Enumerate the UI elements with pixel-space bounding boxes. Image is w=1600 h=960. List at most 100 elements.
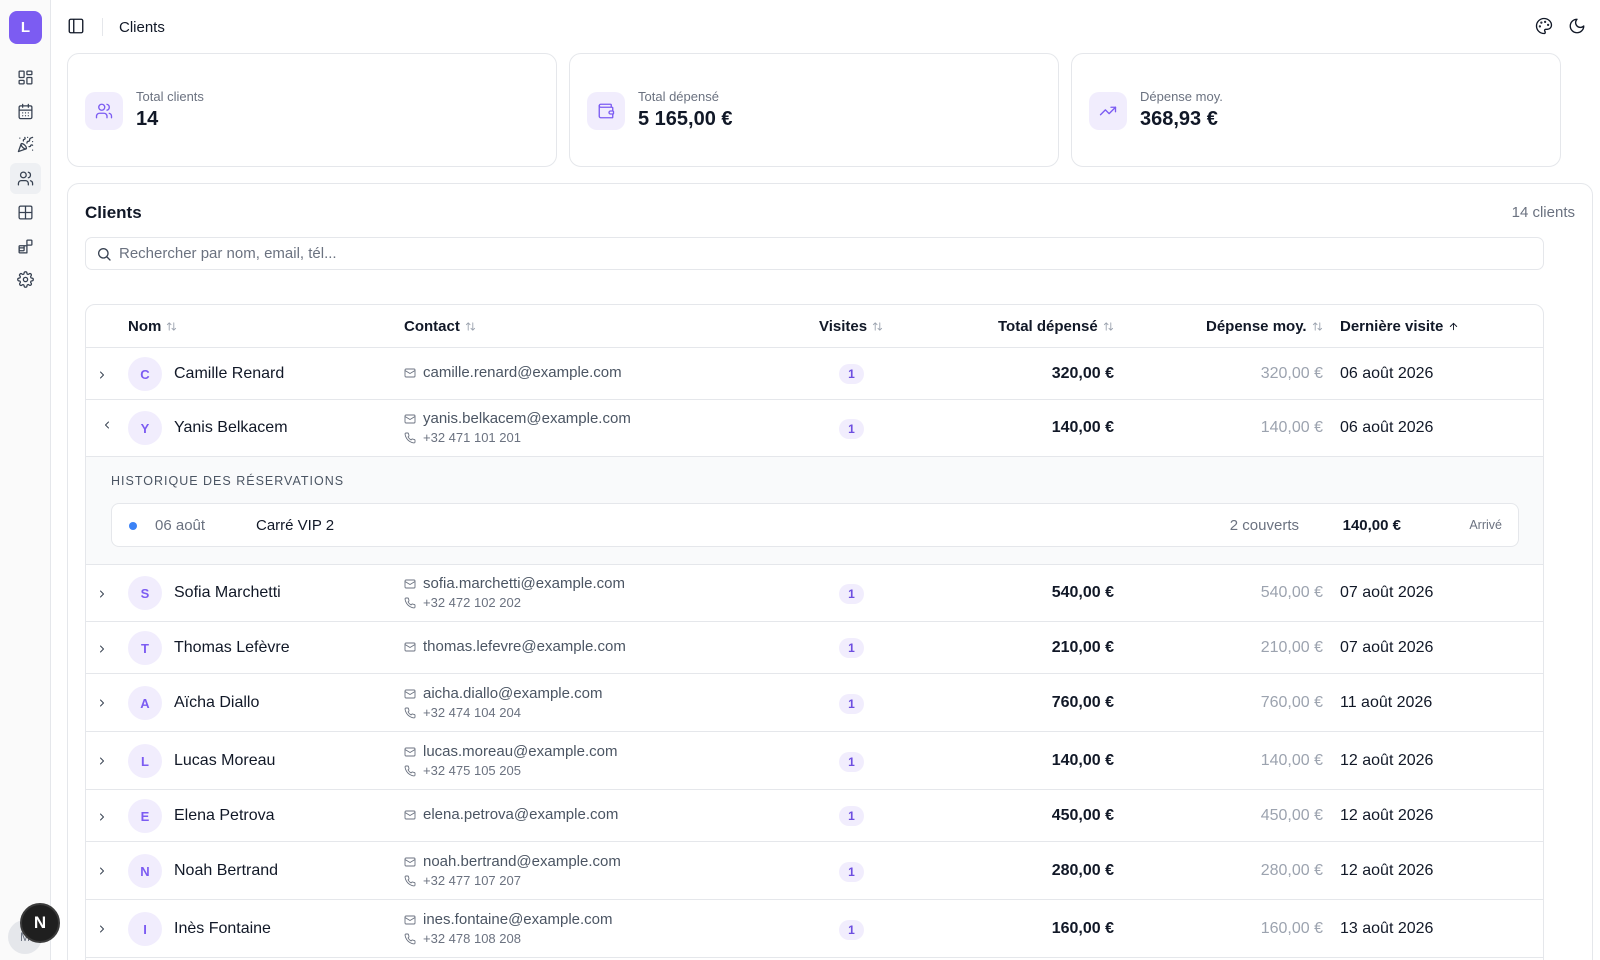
stat-card-avg-spent: Dépense moy. 368,93 € xyxy=(1071,53,1561,167)
reservation-status: Arrivé xyxy=(1469,518,1502,532)
table-row[interactable]: E Elena Petrova elena.petrova@example.co… xyxy=(86,790,1543,842)
expand-row-button[interactable] xyxy=(96,754,108,766)
app-logo[interactable]: L xyxy=(9,11,42,44)
col-header-contact[interactable]: Contact xyxy=(404,318,476,335)
table-row[interactable]: I Inès Fontaine ines.fontaine@example.co… xyxy=(86,900,1543,958)
reservation-history: HISTORIQUE DES RÉSERVATIONS 06 août Carr… xyxy=(86,457,1543,565)
mail-icon xyxy=(404,915,416,924)
col-header-last-visit[interactable]: Dernière visite xyxy=(1340,318,1459,335)
table-row[interactable]: A Aïcha Diallo aicha.diallo@example.com … xyxy=(86,674,1543,732)
client-email[interactable]: aicha.diallo@example.com xyxy=(423,685,603,702)
clients-panel: Clients 14 clients Nom Contact Visites T… xyxy=(67,183,1593,960)
avg-spent: 280,00 € xyxy=(1260,862,1323,879)
table-row[interactable]: L Lucas Moreau lucas.moreau@example.com … xyxy=(86,732,1543,790)
col-header-label: Visites xyxy=(819,318,868,335)
table-row[interactable]: T Thomas Lefèvre thomas.lefevre@example.… xyxy=(86,622,1543,674)
chevron-right-icon xyxy=(100,757,104,765)
avg-spent: 450,00 € xyxy=(1260,807,1323,824)
nav-tables[interactable] xyxy=(10,197,41,228)
theme-palette-button[interactable] xyxy=(1535,17,1555,37)
nav-widgets[interactable] xyxy=(10,231,41,262)
client-phone[interactable]: +32 478 108 208 xyxy=(423,931,521,946)
client-name: Lucas Moreau xyxy=(174,752,276,769)
mail-icon xyxy=(404,810,416,819)
expand-row-button[interactable] xyxy=(96,368,108,380)
expand-row-button[interactable] xyxy=(96,922,108,934)
visits-badge: 1 xyxy=(839,584,864,604)
client-email[interactable]: ines.fontaine@example.com xyxy=(423,911,613,928)
search-box xyxy=(85,237,1544,270)
client-phone[interactable]: +32 475 105 205 xyxy=(423,763,521,778)
client-contact: ines.fontaine@example.com +32 478 108 20… xyxy=(404,911,613,946)
sidebar-toggle-button[interactable] xyxy=(67,17,87,37)
total-spent: 140,00 € xyxy=(1051,752,1114,769)
dashboard-icon xyxy=(18,70,33,85)
widgets-icon xyxy=(18,239,33,254)
dark-mode-toggle[interactable] xyxy=(1568,17,1588,37)
table-row[interactable]: N Noah Bertrand noah.bertrand@example.co… xyxy=(86,842,1543,900)
client-name: Sofia Marchetti xyxy=(174,584,281,601)
expand-row-button[interactable] xyxy=(96,696,108,708)
nav-events[interactable] xyxy=(10,129,41,160)
col-header-name[interactable]: Nom xyxy=(128,318,177,335)
client-email[interactable]: sofia.marchetti@example.com xyxy=(423,575,625,592)
stat-value: 368,93 € xyxy=(1140,108,1218,130)
client-contact: elena.petrova@example.com xyxy=(404,806,618,823)
last-visit: 12 août 2026 xyxy=(1340,807,1434,824)
col-header-visits[interactable]: Visites xyxy=(819,318,883,335)
users-icon xyxy=(95,103,113,119)
client-phone[interactable]: +32 472 102 202 xyxy=(423,595,521,610)
nav-dashboard[interactable] xyxy=(10,62,41,93)
chevron-right-icon xyxy=(100,699,104,707)
client-email[interactable]: lucas.moreau@example.com xyxy=(423,743,618,760)
client-contact: camille.renard@example.com xyxy=(404,364,622,381)
avatar: Y xyxy=(128,411,162,445)
col-header-label: Dernière visite xyxy=(1340,318,1444,335)
stat-card-total-spent: Total dépensé 5 165,00 € xyxy=(569,53,1059,167)
visits-badge: 1 xyxy=(839,920,864,940)
col-header-avg[interactable]: Dépense moy. xyxy=(1206,318,1323,335)
expand-row-button[interactable] xyxy=(96,864,108,876)
moon-icon xyxy=(1569,18,1585,34)
expand-row-button[interactable] xyxy=(96,642,108,654)
table-row[interactable]: S Sofia Marchetti sofia.marchetti@exampl… xyxy=(86,565,1543,622)
search-input[interactable] xyxy=(119,238,1519,269)
client-phone[interactable]: +32 471 101 201 xyxy=(423,430,521,445)
col-header-total[interactable]: Total dépensé xyxy=(998,318,1114,335)
total-spent: 760,00 € xyxy=(1051,694,1114,711)
client-email[interactable]: yanis.belkacem@example.com xyxy=(423,410,631,427)
client-email[interactable]: thomas.lefevre@example.com xyxy=(423,638,626,655)
visits-badge: 1 xyxy=(839,694,864,714)
search-icon xyxy=(98,248,111,261)
last-visit: 12 août 2026 xyxy=(1340,752,1434,769)
client-contact: thomas.lefevre@example.com xyxy=(404,638,626,655)
settings-icon xyxy=(17,271,34,288)
reservation-card[interactable]: 06 août Carré VIP 2 2 couverts 140,00 € … xyxy=(111,503,1519,547)
last-visit: 07 août 2026 xyxy=(1340,584,1434,601)
phone-icon xyxy=(404,707,416,718)
phone-icon xyxy=(404,765,416,776)
nav-calendar[interactable] xyxy=(10,96,41,127)
visits-badge: 1 xyxy=(839,638,864,658)
client-email[interactable]: camille.renard@example.com xyxy=(423,364,622,381)
table-row[interactable]: C Camille Renard camille.renard@example.… xyxy=(86,348,1543,400)
avg-spent: 160,00 € xyxy=(1260,920,1323,937)
table-row[interactable]: Y Yanis Belkacem yanis.belkacem@example.… xyxy=(86,400,1543,457)
nav-settings[interactable] xyxy=(10,264,41,295)
client-email[interactable]: elena.petrova@example.com xyxy=(423,806,619,823)
client-email[interactable]: noah.bertrand@example.com xyxy=(423,853,621,870)
client-phone[interactable]: +32 474 104 204 xyxy=(423,705,521,720)
header-divider xyxy=(102,18,103,36)
expand-row-button[interactable] xyxy=(96,587,108,599)
client-phone[interactable]: +32 477 107 207 xyxy=(423,873,521,888)
avg-spent: 760,00 € xyxy=(1260,694,1323,711)
mail-icon xyxy=(404,579,416,588)
expand-row-button[interactable] xyxy=(96,810,108,822)
nav-clients[interactable] xyxy=(10,163,41,194)
avg-spent: 140,00 € xyxy=(1260,419,1323,436)
dev-badge[interactable]: N xyxy=(20,903,60,943)
collapse-row-button[interactable] xyxy=(101,418,113,430)
last-visit: 13 août 2026 xyxy=(1340,920,1434,937)
client-name: Elena Petrova xyxy=(174,807,275,824)
visits-badge: 1 xyxy=(839,752,864,772)
